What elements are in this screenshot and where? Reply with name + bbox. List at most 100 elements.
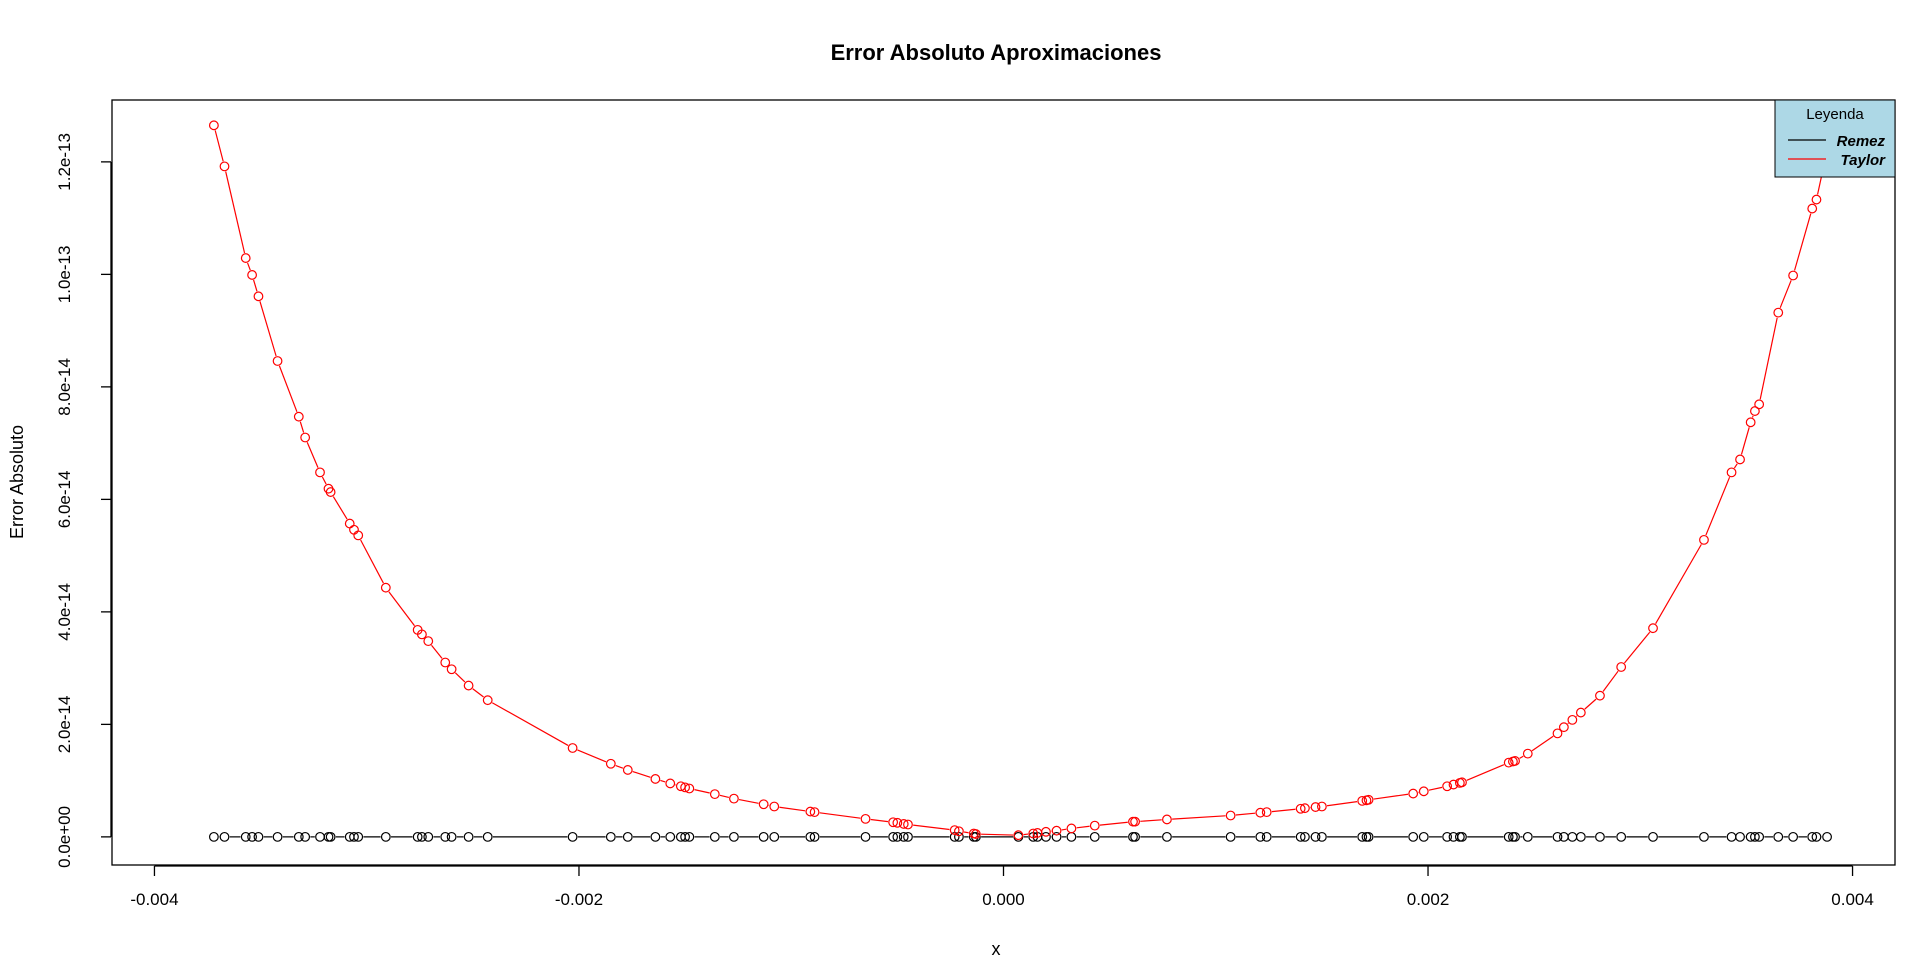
series-remez-point [1807, 831, 1818, 842]
series-taylor-point [1750, 406, 1760, 416]
series-taylor-segment [1428, 786, 1443, 791]
series-remez-point [293, 831, 304, 842]
x-axis-label: x [992, 939, 1001, 959]
series-taylor-segment [214, 130, 224, 162]
x-tick-label: 0.000 [982, 890, 1025, 909]
series-remez-point [1648, 831, 1658, 842]
series-remez-point [440, 831, 451, 842]
series-remez-point [300, 831, 311, 842]
series-taylor-point [1457, 777, 1467, 788]
series-taylor-segment [1705, 476, 1731, 536]
series-taylor-segment [660, 779, 666, 783]
series-remez-point [888, 831, 899, 842]
series-taylor-segment [963, 831, 969, 834]
series-remez-point [1699, 831, 1709, 842]
series-remez-point [1811, 831, 1822, 842]
series-remez-point [650, 831, 661, 842]
series-taylor-point [1066, 823, 1077, 834]
series-taylor-segment [332, 496, 348, 520]
x-tick-label: -0.004 [130, 890, 178, 909]
legend-label-taylor: Taylor [1841, 152, 1887, 169]
series-taylor-segment [491, 702, 569, 746]
series-taylor-segment [472, 688, 484, 698]
series-taylor-point [949, 825, 960, 836]
series-taylor-point [758, 799, 769, 810]
series-remez-point [247, 831, 257, 842]
series-remez-point [325, 831, 336, 842]
x-tick-label: 0.002 [1407, 890, 1450, 909]
series-taylor-segment [1584, 698, 1597, 710]
y-tick-label: 1.2e-13 [55, 133, 74, 191]
series-taylor-point [971, 829, 981, 839]
series-taylor-point [247, 270, 257, 280]
series-taylor-point [898, 819, 909, 829]
series-remez-point [1295, 831, 1306, 842]
series-taylor-segment [1531, 735, 1554, 752]
series-taylor-segment [1751, 415, 1754, 418]
series-taylor-segment [1740, 427, 1750, 455]
series-remez-point [1408, 831, 1419, 842]
series-remez-point [1726, 831, 1737, 842]
series-remez-point [323, 831, 334, 842]
series-remez-point [219, 831, 230, 842]
series-taylor-point [1418, 786, 1429, 797]
series-taylor-point [463, 680, 474, 691]
x-tick-label: -0.002 [555, 890, 603, 909]
series-taylor-point [240, 253, 251, 263]
series-taylor-point [1616, 662, 1627, 672]
series-taylor-point [567, 743, 578, 753]
series-remez-point [446, 831, 457, 842]
series-taylor-point [1225, 810, 1236, 821]
series-taylor-point [1754, 399, 1765, 410]
y-tick-label: 1.0e-13 [55, 246, 74, 304]
series-taylor-point [1295, 803, 1306, 814]
series-taylor-segment [913, 824, 950, 831]
series-remez-point [1041, 831, 1051, 842]
series-remez-point [1822, 831, 1832, 842]
series-taylor-segment [819, 812, 861, 819]
series-layer [208, 120, 1832, 842]
series-taylor-segment [719, 794, 730, 799]
series-taylor-segment [1023, 833, 1029, 836]
series-remez-point [1552, 831, 1563, 842]
series-remez-point [1128, 831, 1138, 842]
series-remez-point [208, 831, 219, 842]
series-taylor-segment [259, 301, 277, 357]
y-tick-label: 2.0e-14 [55, 696, 74, 754]
series-taylor-point [315, 467, 325, 478]
x-tick-label: 0.004 [1831, 890, 1874, 909]
series-taylor-point [1028, 828, 1039, 839]
series-taylor-segment [306, 442, 319, 468]
series-remez-point [1510, 831, 1520, 842]
series-taylor-segment [1373, 793, 1409, 800]
chart-title: Error Absoluto Aproximaciones [831, 40, 1162, 65]
series-taylor-point [1567, 714, 1578, 725]
series-taylor-segment [360, 539, 384, 584]
series-taylor-point [605, 758, 616, 769]
series-remez-point [1773, 831, 1784, 842]
legend-box [1774, 99, 1896, 178]
series-remez-point [622, 831, 633, 842]
series-remez-point [769, 831, 780, 842]
series-taylor-point [1811, 194, 1822, 205]
series-taylor-point [1357, 795, 1368, 806]
series-taylor-segment [454, 672, 466, 683]
series-taylor-point [272, 356, 283, 366]
series-taylor-segment [1759, 317, 1778, 400]
series-taylor-point [440, 657, 451, 668]
series-taylor-point [1300, 803, 1310, 814]
series-taylor-point [860, 813, 871, 824]
series-remez-point [1225, 831, 1236, 842]
series-remez-point [1750, 831, 1760, 842]
series-remez-point [315, 831, 325, 842]
series-taylor-segment [1779, 280, 1792, 309]
series-taylor-segment [431, 644, 443, 659]
series-taylor-point [1522, 748, 1533, 759]
series-taylor-point [482, 695, 493, 706]
series-taylor-point [1503, 757, 1514, 768]
legend-label-remez: Remez [1837, 133, 1886, 150]
series-taylor-point [805, 806, 816, 817]
series-remez-point [423, 831, 434, 842]
series-taylor-point [1558, 722, 1569, 733]
series-taylor [208, 120, 1832, 841]
